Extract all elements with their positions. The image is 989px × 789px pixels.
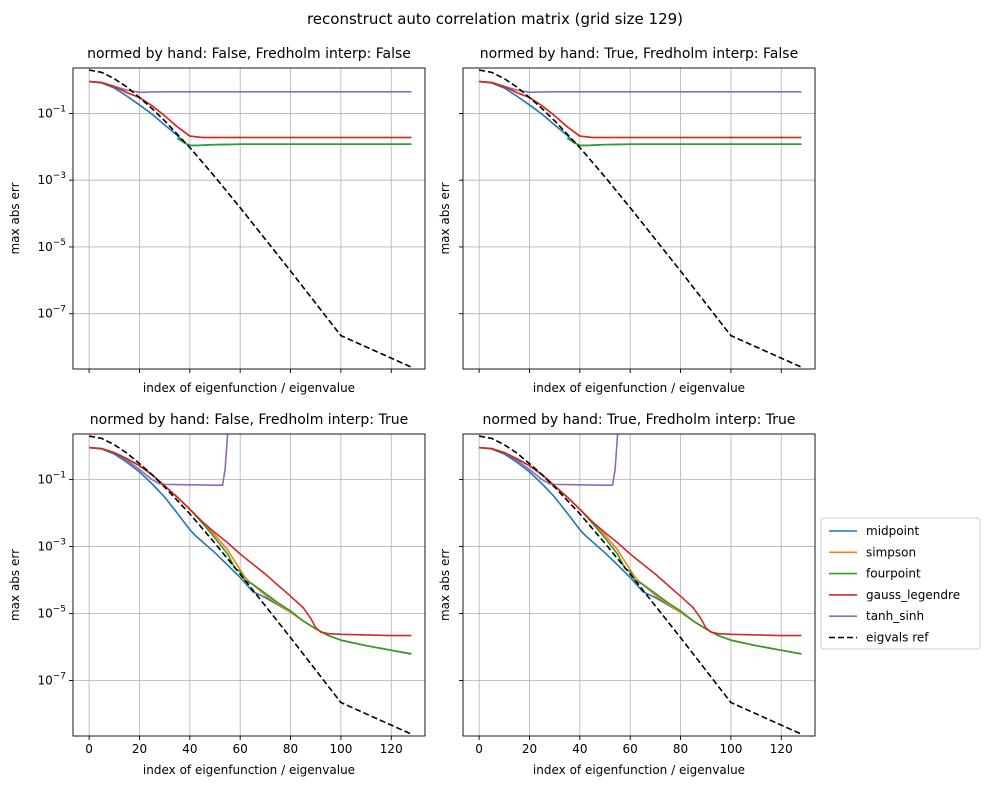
series-line-fourpoint <box>479 446 802 655</box>
legend: midpoint simpson fourpoint gauss_legendreta… <box>820 517 981 650</box>
legend-label: simpson <box>866 545 916 559</box>
series-line-gauss-legendre <box>479 80 802 139</box>
subplot-1: 10−7 10−5 10−3 10−1 normed by hand: False, F… <box>8 46 426 395</box>
series-line-tanh-sinh <box>89 80 412 94</box>
x-tick-label: 120 <box>770 742 793 756</box>
x-tick-label: 20 <box>132 742 147 756</box>
x-axis-label: index of eigenfunction / eigenvalue <box>143 763 355 777</box>
series-group <box>88 434 412 735</box>
series-line-eigvals-ref <box>478 435 802 735</box>
legend-label: midpoint <box>866 524 920 538</box>
y-axis-label: max abs err <box>438 549 452 621</box>
series-group <box>478 434 802 735</box>
y-tick-label: 10−7 <box>37 671 66 687</box>
series-line-midpoint <box>89 446 412 655</box>
legend-label: tanh_sinh <box>866 609 924 623</box>
subplot-title: normed by hand: False, Fredholm interp: … <box>87 46 411 62</box>
series-line-gauss-legendre <box>479 446 802 637</box>
legend-entry: eigvals ref <box>829 631 929 645</box>
y-tick-label: 10−1 <box>37 104 66 120</box>
subplot-title: normed by hand: True, Fredholm interp: F… <box>480 46 798 62</box>
y-tick-label: 10−3 <box>37 171 66 187</box>
series-line-fourpoint <box>89 446 412 655</box>
series-line-fourpoint <box>566 137 802 147</box>
subplot-4: 0 20 40 60 80 100 120 normed by hand: True, Fre… <box>438 412 816 777</box>
y-tick-label: 10−7 <box>37 305 66 321</box>
y-tick-label: 10−5 <box>37 605 66 621</box>
legend-entry: simpson <box>829 545 916 559</box>
x-tick-label: 40 <box>572 742 587 756</box>
axes-frame <box>462 67 816 370</box>
subplot-grid: 10−7 10−5 10−3 10−1 normed by hand: False, F… <box>8 46 816 777</box>
x-tick-label: 20 <box>522 742 537 756</box>
x-tick-label: 60 <box>623 742 638 756</box>
series-line-midpoint <box>479 446 802 655</box>
y-tick-label: 10−3 <box>37 538 66 554</box>
legend-label: eigvals ref <box>866 631 929 645</box>
x-tick-label: 40 <box>182 742 197 756</box>
x-tick-label: 100 <box>329 742 352 756</box>
legend-label: gauss_legendre <box>866 588 960 602</box>
legend-entry: midpoint <box>829 524 920 538</box>
legend-entry: tanh_sinh <box>829 609 924 623</box>
figure-title: reconstruct auto correlation matrix (gri… <box>307 10 683 28</box>
y-axis-label: max abs err <box>8 182 22 254</box>
y-tick-label: 10−5 <box>37 238 66 254</box>
series-line-simpson <box>479 446 802 655</box>
series-line-tanh-sinh <box>479 80 802 94</box>
legend-entry: gauss_legendre <box>829 588 960 602</box>
axes-frame <box>72 67 426 370</box>
x-tick-label: 0 <box>85 742 93 756</box>
x-tick-label: 80 <box>283 742 298 756</box>
legend-label: fourpoint <box>866 567 921 581</box>
series-line-gauss-legendre <box>89 446 412 637</box>
x-tick-label: 60 <box>233 742 248 756</box>
x-tick-label: 0 <box>475 742 483 756</box>
series-line-eigvals-ref <box>478 69 802 368</box>
legend-entry: fourpoint <box>829 567 921 581</box>
series-line-eigvals-ref <box>88 69 412 368</box>
series-line-simpson <box>479 80 802 139</box>
subplot-3: 0 20 40 60 80 100 120 10−7 10−5 10−3 10−1 normed by… <box>8 412 426 777</box>
series-line-fourpoint <box>176 137 412 147</box>
series-group <box>478 69 802 368</box>
legend-frame <box>820 517 981 650</box>
series-line-simpson <box>89 80 412 139</box>
y-tick-label: 10−1 <box>37 471 66 487</box>
x-axis-label: index of eigenfunction / eigenvalue <box>533 763 745 777</box>
subplot-2: normed by hand: True, Fredholm interp: F… <box>438 46 816 395</box>
x-axis-label: index of eigenfunction / eigenvalue <box>143 381 355 395</box>
axes-frame <box>72 433 426 737</box>
x-axis-label: index of eigenfunction / eigenvalue <box>533 381 745 395</box>
y-axis-label: max abs err <box>438 182 452 254</box>
y-axis-label: max abs err <box>8 549 22 621</box>
series-line-gauss-legendre <box>89 80 412 139</box>
x-tick-label: 120 <box>380 742 403 756</box>
series-line-eigvals-ref <box>88 435 412 735</box>
series-line-simpson <box>89 446 412 655</box>
subplot-title: normed by hand: False, Fredholm interp: … <box>90 412 408 428</box>
subplot-title: normed by hand: True, Fredholm interp: T… <box>483 412 796 428</box>
series-group <box>88 69 412 368</box>
axes-frame <box>462 433 816 737</box>
x-tick-label: 80 <box>673 742 688 756</box>
x-tick-label: 100 <box>719 742 742 756</box>
